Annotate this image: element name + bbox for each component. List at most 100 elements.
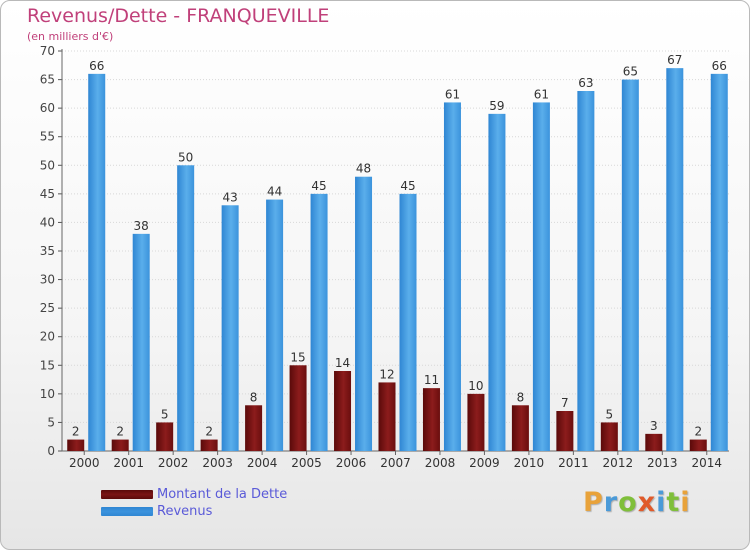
bar-revenue [710, 73, 728, 451]
y-tick-label: 30 [40, 273, 55, 287]
legend-swatch-revenue [101, 507, 153, 516]
bar-debt [645, 433, 663, 451]
x-tick-label: 2010 [514, 456, 545, 470]
y-tick-label: 55 [40, 130, 55, 144]
bar-revenue [621, 79, 639, 452]
y-tick-label: 0 [47, 444, 55, 458]
y-tick-label: 25 [40, 301, 55, 315]
x-tick-label: 2004 [247, 456, 278, 470]
data-label-revenue: 43 [222, 190, 237, 204]
logo-letter: o [618, 487, 638, 518]
bar-revenue [666, 68, 684, 452]
x-tick-label: 2007 [380, 456, 411, 470]
y-tick-label: 5 [47, 415, 55, 429]
bar-revenue [532, 102, 550, 451]
data-label-debt: 2 [116, 425, 124, 439]
x-tick-label: 2014 [691, 456, 722, 470]
data-label-debt: 3 [650, 419, 658, 433]
data-label-revenue: 67 [667, 53, 682, 67]
proxiti-logo: Proxiti [583, 487, 691, 518]
y-tick-label: 15 [40, 358, 55, 372]
bar-revenue [177, 165, 195, 452]
data-label-debt: 7 [561, 396, 569, 410]
data-label-debt: 15 [290, 350, 305, 364]
y-tick-label: 70 [40, 44, 55, 58]
data-label-revenue: 44 [267, 185, 282, 199]
data-label-debt: 11 [424, 373, 439, 387]
bar-debt [200, 439, 218, 451]
bar-debt [111, 439, 129, 451]
chart-subtitle: (en milliers d'€) [27, 30, 114, 43]
y-tick-label: 40 [40, 215, 55, 229]
data-label-debt: 5 [606, 407, 614, 421]
data-label-revenue: 45 [311, 179, 326, 193]
bar-revenue [577, 91, 595, 451]
bar-debt [422, 388, 440, 451]
bar-revenue [266, 199, 284, 451]
data-label-revenue: 61 [445, 87, 460, 101]
bar-debt [600, 422, 618, 451]
logo-letter: i [680, 487, 691, 518]
y-tick-label: 35 [40, 244, 55, 258]
y-tick-label: 10 [40, 387, 55, 401]
x-tick-label: 2002 [158, 456, 189, 470]
bar-debt [67, 439, 85, 451]
bar-revenue [132, 233, 150, 451]
data-label-revenue: 59 [489, 99, 504, 113]
x-tick-label: 2003 [202, 456, 233, 470]
bar-revenue [355, 176, 373, 451]
legend-label-revenue: Revenus [157, 504, 213, 519]
bar-revenue [88, 73, 106, 451]
logo-letter: r [603, 487, 619, 518]
logo-letter: x [637, 487, 657, 518]
x-tick-label: 2000 [69, 456, 100, 470]
bar-debt [511, 405, 529, 451]
data-label-debt: 14 [335, 356, 350, 370]
bar-revenue [443, 102, 461, 451]
logo-letter: i [656, 487, 667, 518]
chart-title: Revenus/Dette - FRANQUEVILLE [27, 5, 330, 27]
bar-debt [289, 365, 307, 451]
data-label-revenue: 48 [356, 162, 371, 176]
bar-revenue [310, 193, 328, 451]
y-tick-label: 65 [40, 73, 55, 87]
data-label-revenue: 45 [400, 179, 415, 193]
bar-debt [245, 405, 263, 451]
bar-revenue [399, 193, 417, 451]
data-label-revenue: 66 [712, 59, 727, 73]
bar-revenue [488, 113, 506, 451]
data-label-debt: 2 [694, 425, 702, 439]
data-label-revenue: 50 [178, 150, 193, 164]
x-tick-label: 2005 [291, 456, 322, 470]
bar-debt [378, 382, 396, 451]
y-tick-label: 20 [40, 330, 55, 344]
x-tick-label: 2008 [425, 456, 456, 470]
bar-debt [556, 411, 574, 451]
bar-debt [334, 371, 352, 451]
data-label-debt: 8 [517, 390, 525, 404]
y-tick-label: 45 [40, 187, 55, 201]
data-label-debt: 10 [468, 379, 483, 393]
legend-swatch-debt [101, 490, 153, 499]
bar-revenue [221, 205, 239, 451]
data-label-debt: 2 [205, 425, 213, 439]
data-label-revenue: 61 [534, 87, 549, 101]
x-tick-label: 2012 [603, 456, 634, 470]
data-label-revenue: 65 [623, 65, 638, 79]
bar-debt [156, 422, 174, 451]
data-label-debt: 5 [161, 407, 169, 421]
data-label-debt: 12 [379, 367, 394, 381]
x-tick-label: 2013 [647, 456, 678, 470]
x-tick-label: 2009 [469, 456, 500, 470]
y-tick-label: 60 [40, 101, 55, 115]
data-label-debt: 8 [250, 390, 258, 404]
legend-label-debt: Montant de la Dette [157, 487, 288, 502]
data-label-debt: 2 [72, 425, 80, 439]
logo-letter: t [666, 487, 681, 518]
data-label-revenue: 63 [578, 76, 593, 90]
x-tick-label: 2011 [558, 456, 589, 470]
logo-letter: P [583, 487, 604, 518]
x-tick-label: 2006 [336, 456, 367, 470]
